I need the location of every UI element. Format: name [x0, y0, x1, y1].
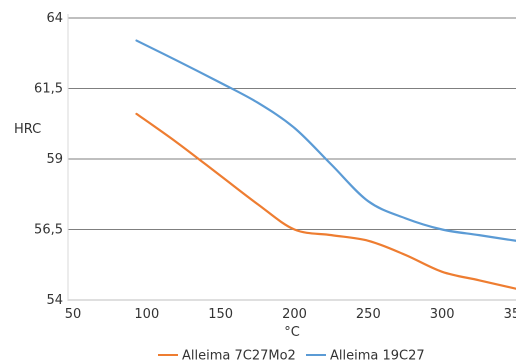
- series-line-1: [135, 39, 516, 242]
- x-tick-label: 300: [430, 307, 455, 322]
- x-tick-label: 250: [356, 307, 381, 322]
- x-tick-label: 150: [208, 307, 233, 322]
- x-axis-title: °C: [284, 325, 300, 340]
- y-tick-label: 64: [46, 11, 63, 26]
- grid-lines: [68, 17, 516, 301]
- y-tick-label: 59: [46, 152, 63, 167]
- x-tick-label: 350: [504, 307, 516, 322]
- series-line-0: [135, 112, 516, 290]
- y-tick-label: 56,5: [34, 223, 63, 238]
- legend-label-series-1: Alleima 19C27: [330, 349, 425, 363]
- legend: Alleima 7C27Mo2 Alleima 19C27: [158, 349, 425, 363]
- legend-label-series-0: Alleima 7C27Mo2: [182, 349, 296, 363]
- y-tick-label: 54: [46, 293, 63, 308]
- y-tick-label: 61,5: [34, 82, 63, 97]
- x-tick-label: 200: [282, 307, 307, 322]
- series-lines: [135, 39, 516, 290]
- y-axis-title: HRC: [14, 122, 41, 137]
- x-tick-labels: 50 100 150 200 250 300 350: [65, 307, 516, 322]
- y-tick-labels: 54 56,5 59 61,5 64: [34, 11, 63, 308]
- x-tick-label: 100: [134, 307, 159, 322]
- x-tick-label: 50: [65, 307, 82, 322]
